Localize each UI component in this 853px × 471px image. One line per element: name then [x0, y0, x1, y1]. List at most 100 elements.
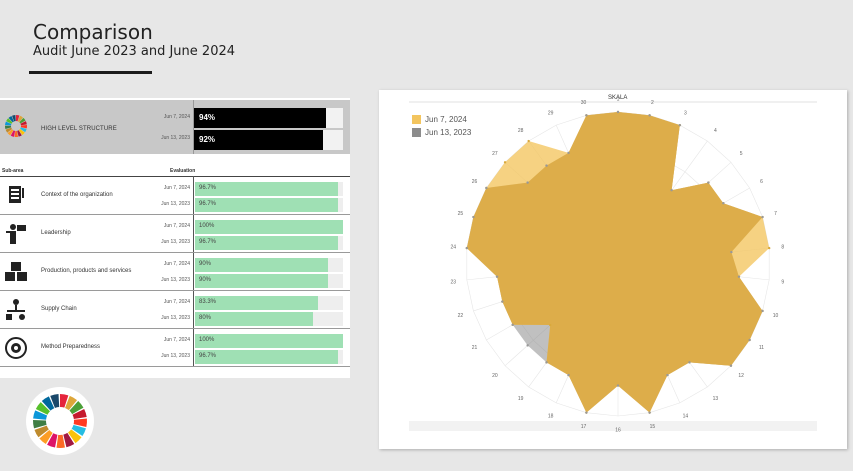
page-title: Comparison	[33, 20, 153, 44]
sdg-segment	[20, 121, 27, 126]
category-label: 19	[518, 396, 524, 402]
category-label: 27	[492, 151, 498, 157]
radar-point	[567, 373, 570, 377]
sdg-segment	[17, 130, 22, 137]
radar-point	[688, 361, 691, 364]
sdg-segment	[7, 129, 14, 136]
row-bar-2024-track: 90%	[195, 258, 343, 272]
sdg-segment	[33, 420, 47, 429]
radar-point	[503, 161, 507, 164]
row-bar-2023	[195, 350, 339, 364]
category-label: 14	[683, 413, 689, 419]
subarea-label: Supply Chain	[41, 306, 77, 312]
radar-point	[527, 139, 530, 143]
sdg-segment	[35, 402, 51, 415]
radar-point	[616, 110, 620, 114]
radar-point	[567, 151, 570, 155]
radar-point	[616, 384, 620, 387]
radar-point	[670, 189, 673, 192]
subarea-label: Leadership	[41, 230, 71, 236]
sdg-segment	[10, 130, 16, 137]
sdg-segment	[34, 425, 49, 438]
sdg-segment	[33, 410, 48, 420]
row-bar-2024	[195, 296, 319, 310]
sdg-segment	[69, 401, 84, 415]
subarea-label: Context of the organization	[41, 192, 113, 198]
radar-point	[526, 181, 529, 184]
row-bar-2024-track: 96.7%	[195, 182, 343, 196]
row-bar-2024	[195, 220, 343, 234]
subarea-label: Method Preparedness	[41, 344, 101, 350]
category-label: 29	[548, 111, 554, 117]
supply-chain-icon	[6, 299, 25, 320]
category-label: 24	[450, 245, 456, 251]
hls-value-2023: 92%	[199, 135, 216, 144]
row-value-2024: 100%	[199, 337, 215, 343]
category-label: 28	[518, 128, 524, 134]
sdg-segment	[6, 118, 13, 124]
row-value-2023: 96.7%	[199, 201, 217, 207]
sdg-segment	[39, 430, 53, 444]
sdg-logo	[26, 387, 94, 455]
series-overlap-area	[466, 112, 763, 413]
chart-title: SKALA	[608, 95, 627, 101]
sdg-segment	[8, 115, 14, 123]
legend-swatch	[412, 115, 421, 124]
row-value-2024: 90%	[199, 261, 212, 267]
row-bar-2023-track: 96.7%	[195, 350, 343, 364]
row-bar-2024	[195, 258, 329, 272]
subarea-label: Production, products and services	[41, 268, 132, 274]
sdg-segment	[20, 127, 27, 133]
subarea-row: Production, products and services Jun 7,…	[0, 253, 350, 291]
subarea-row: Supply Chain Jun 7, 2024 Jun 13, 2023 83…	[0, 291, 350, 329]
row-date-2024: Jun 7, 2024	[163, 261, 190, 267]
subarea-row: Method Preparedness Jun 7, 2024 Jun 13, …	[0, 329, 350, 367]
category-label: 20	[492, 373, 498, 379]
radar-point	[549, 323, 552, 327]
radar-point	[761, 309, 764, 313]
category-label: 22	[458, 313, 464, 319]
radar-point	[648, 411, 651, 414]
category-label: 23	[450, 279, 456, 285]
row-date-2024: Jun 7, 2024	[163, 223, 190, 229]
radar-point	[545, 361, 548, 364]
row-bar-2024	[195, 182, 339, 196]
legend-swatch	[412, 128, 421, 137]
row-bar-2023-track: 80%	[195, 312, 343, 326]
category-label: 17	[581, 424, 587, 430]
page-subtitle: Audit June 2023 and June 2024	[33, 44, 236, 59]
category-label: 6	[760, 179, 763, 185]
category-label: 26	[472, 179, 478, 185]
radar-point	[678, 123, 682, 127]
row-value-2023: 96.7%	[199, 239, 217, 245]
hls-bar-2023	[194, 130, 323, 150]
document-icon	[9, 186, 24, 203]
subarea-row: Leadership Jun 7, 2024 Jun 13, 2023 100%…	[0, 215, 350, 253]
category-label: 9	[781, 279, 784, 285]
sdg-segment	[65, 395, 78, 411]
hls-bar-2023-track: 92%	[194, 130, 343, 150]
radar-point	[666, 373, 669, 377]
row-date-2024: Jun 7, 2024	[163, 185, 190, 191]
row-value-2023: 90%	[199, 277, 212, 283]
category-label: 15	[650, 424, 656, 430]
hls-date-2024: Jun 7, 2024	[163, 114, 190, 120]
row-date-2023: Jun 13, 2023	[161, 201, 190, 207]
category-label: 5	[740, 151, 743, 157]
row-bar-2024	[195, 334, 343, 348]
row-bar-2023-track: 90%	[195, 274, 343, 288]
category-label: 8	[781, 245, 784, 251]
sdg-segment	[18, 129, 25, 136]
category-label: 13	[713, 396, 719, 402]
row-date-2023: Jun 13, 2023	[161, 239, 190, 245]
row-value-2024: 96.7%	[199, 185, 217, 191]
hls-date-2023: Jun 13, 2023	[161, 135, 190, 141]
sdg-segment	[5, 121, 12, 126]
row-bar-2023	[195, 274, 329, 288]
radar-point	[472, 215, 475, 219]
row-bar-2023-track: 96.7%	[195, 198, 343, 212]
category-label: 16	[615, 428, 621, 434]
radar-point	[707, 181, 710, 184]
legend-label: Jun 13, 2023	[425, 128, 472, 137]
radar-point	[722, 202, 725, 205]
